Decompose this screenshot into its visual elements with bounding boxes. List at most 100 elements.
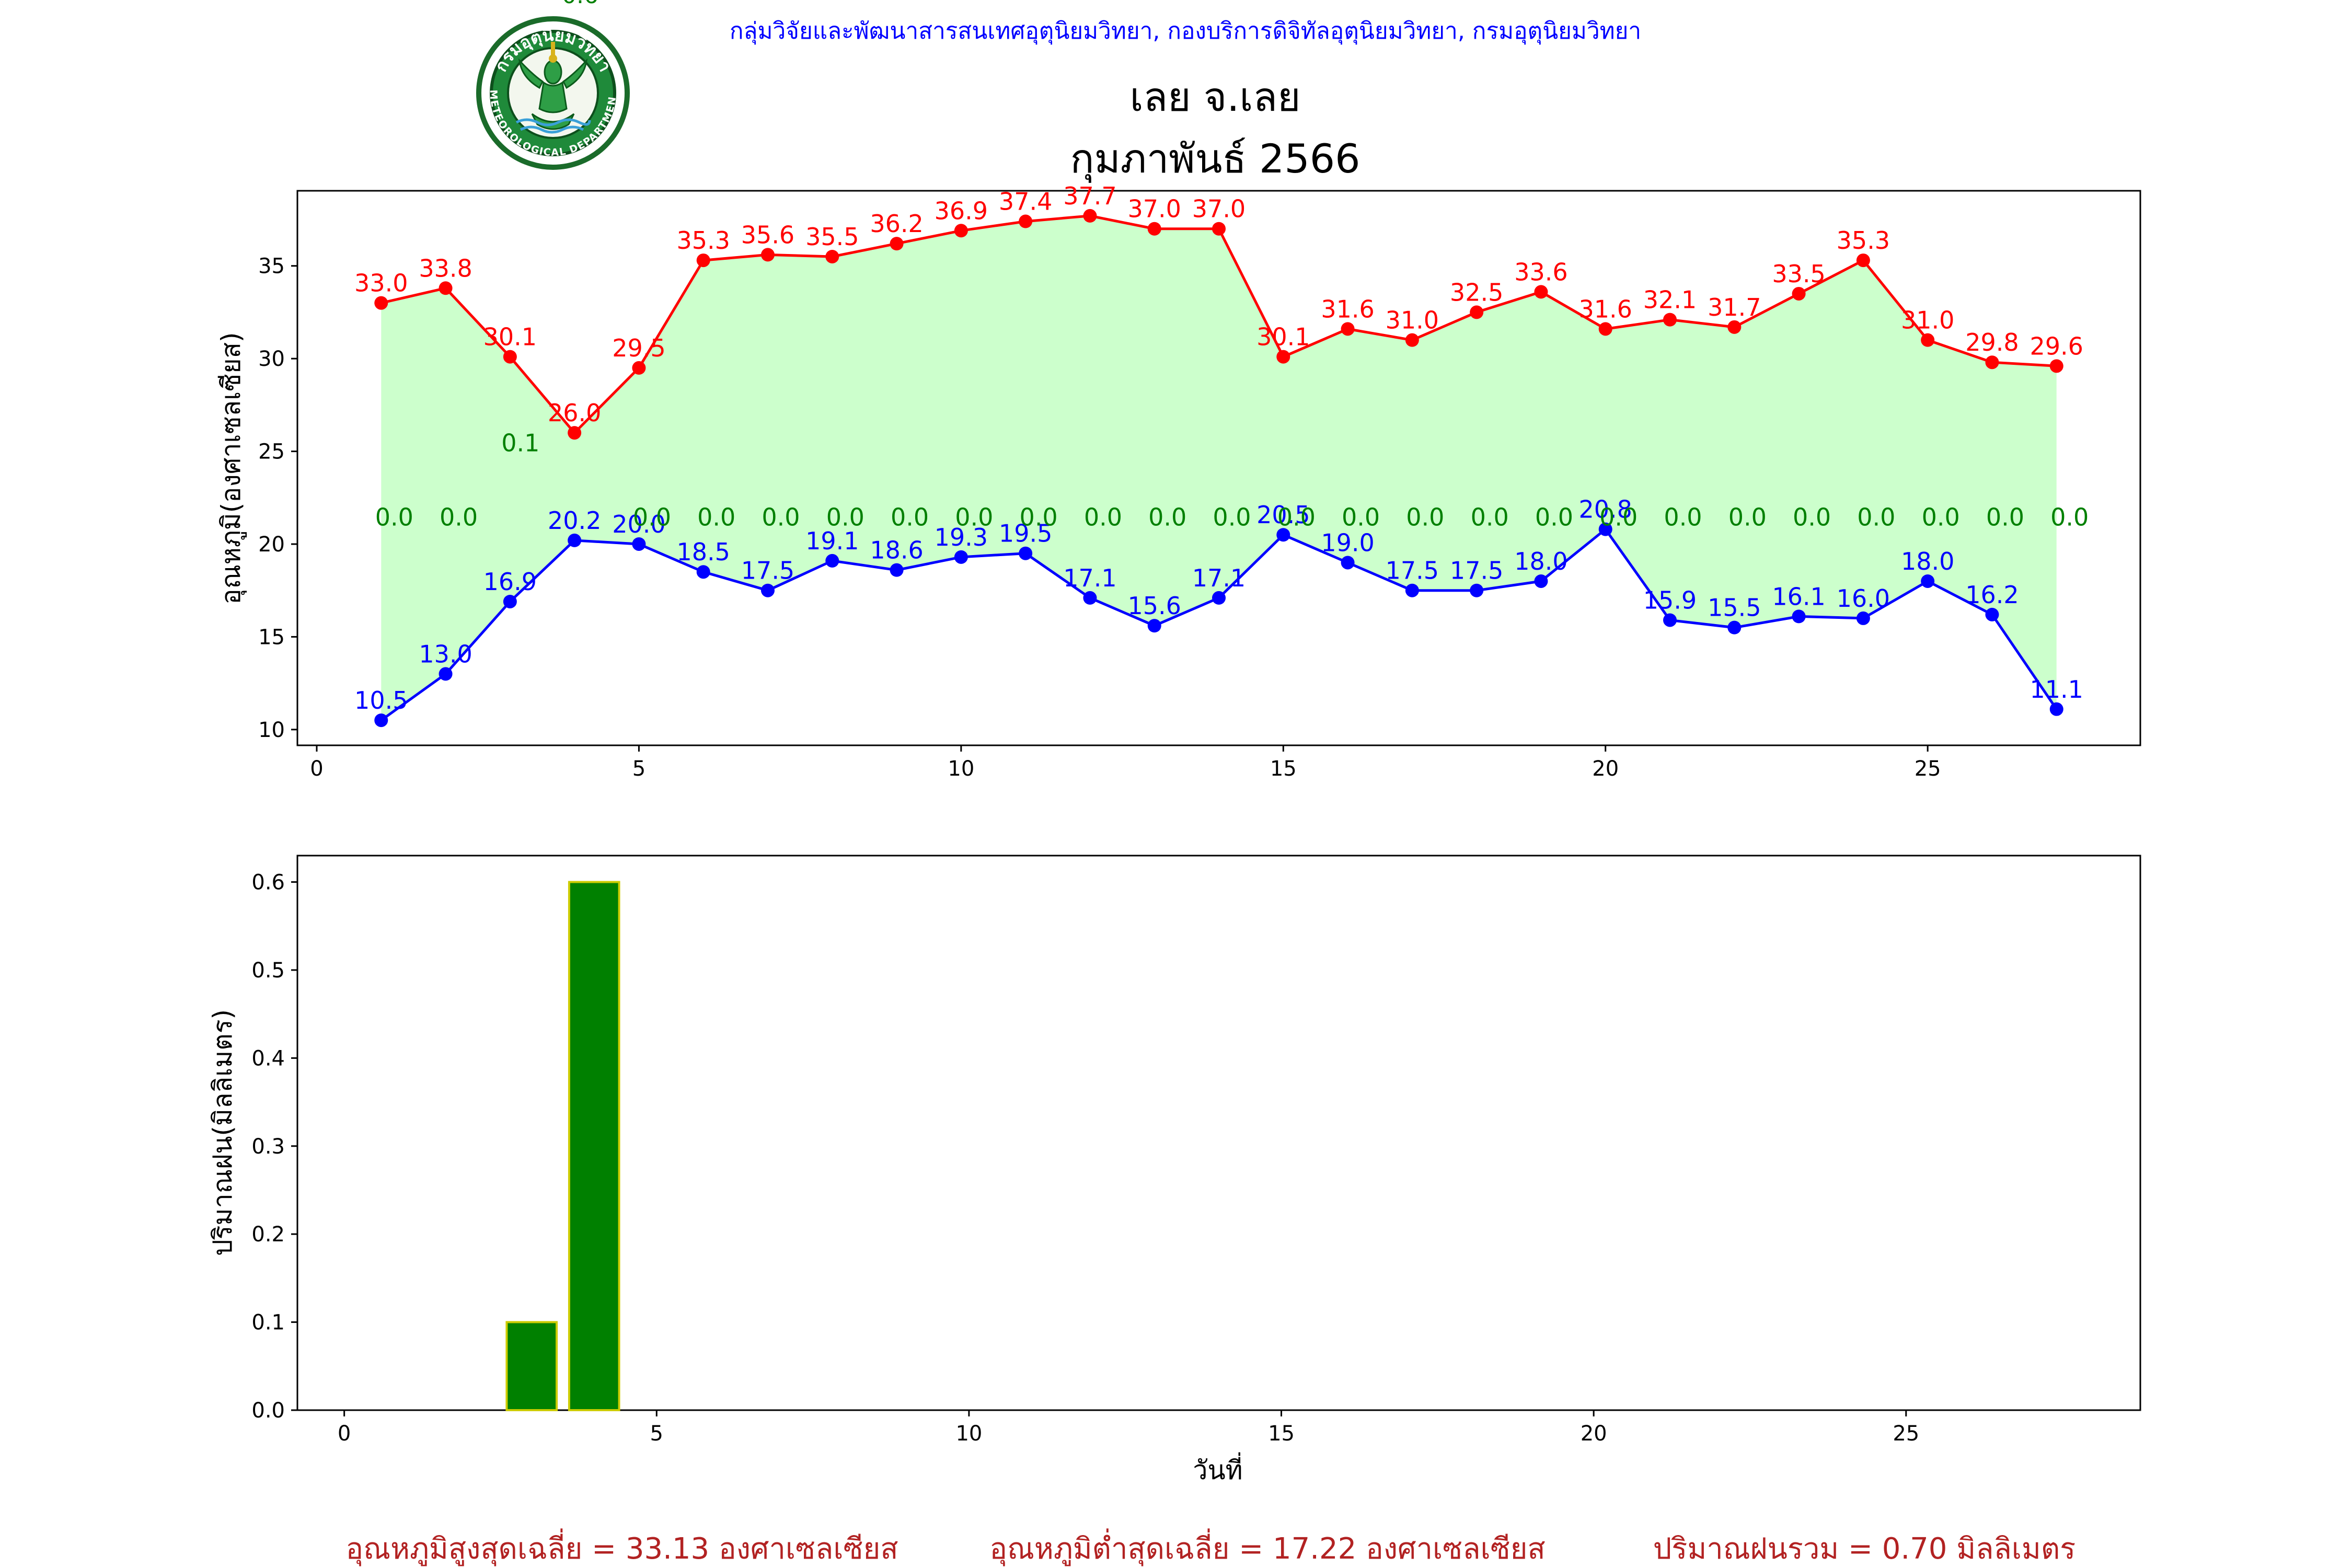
min-temperature-point bbox=[439, 667, 453, 681]
max-temperature-label: 29.8 bbox=[1965, 328, 2019, 356]
max-temperature-point bbox=[439, 281, 453, 295]
max-temperature-label: 31.7 bbox=[1708, 293, 1761, 321]
min-temperature-point bbox=[1212, 591, 1226, 605]
max-temperature-point bbox=[1341, 322, 1355, 336]
rainfall-y-axis-label: ปริมาณฝน(มิลลิเมตร) bbox=[207, 1009, 238, 1256]
max-temperature-label: 36.2 bbox=[870, 210, 923, 238]
min-temperature-label: 19.0 bbox=[1321, 528, 1374, 557]
x-tick-label: 0 bbox=[310, 757, 323, 781]
daily-rain-label: 0.0 bbox=[375, 503, 413, 532]
rainfall-x-axis-label: วันที่ bbox=[1193, 1452, 1242, 1485]
max-temperature-point bbox=[1147, 222, 1161, 236]
daily-rain-label: 0.0 bbox=[826, 503, 864, 532]
station-title: เลย จ.เลย bbox=[1129, 74, 1300, 120]
daily-rain-label: 0.0 bbox=[1922, 503, 1960, 532]
min-temperature-point bbox=[374, 713, 388, 728]
max-temperature-point bbox=[1921, 333, 1935, 347]
max-temperature-point bbox=[1405, 333, 1419, 347]
min-temperature-point bbox=[1727, 620, 1742, 635]
daily-rain-label: 0.1 bbox=[501, 429, 539, 457]
max-temperature-label: 37.7 bbox=[1063, 182, 1116, 210]
daily-rain-label: 0.0 bbox=[1342, 503, 1380, 532]
min-temperature-label: 17.5 bbox=[1386, 557, 1439, 585]
max-temperature-point bbox=[1856, 253, 1870, 268]
min-temperature-point bbox=[1792, 609, 1806, 624]
min-temperature-point bbox=[760, 583, 775, 597]
min-temperature-point bbox=[1856, 611, 1870, 625]
daily-rain-label: 0.0 bbox=[440, 503, 478, 532]
max-temperature-point bbox=[1534, 285, 1548, 299]
max-temperature-point bbox=[760, 248, 775, 262]
y-tick-label: 0.0 bbox=[251, 1399, 285, 1423]
max-temperature-point bbox=[568, 426, 582, 440]
min-temperature-point bbox=[954, 550, 968, 564]
daily-rain-label: 0.0 bbox=[891, 503, 929, 532]
max-temperature-label: 31.6 bbox=[1321, 295, 1374, 323]
min-temperature-label: 16.9 bbox=[483, 568, 537, 596]
x-tick-label: 15 bbox=[1268, 1422, 1295, 1446]
max-temperature-point bbox=[1985, 355, 1999, 370]
max-temperature-label: 30.1 bbox=[483, 323, 537, 351]
max-temperature-label: 31.0 bbox=[1901, 306, 1954, 335]
daily-rain-label: 0.0 bbox=[1793, 503, 1831, 532]
min-temperature-label: 19.5 bbox=[999, 520, 1052, 548]
summary-total-rain: ปริมาณฝนรวม = 0.70 มิลลิเมตร bbox=[1653, 1532, 2076, 1566]
max-temperature-label: 37.0 bbox=[1192, 195, 1246, 223]
min-temperature-label: 16.1 bbox=[1772, 582, 1825, 610]
max-temperature-label: 37.0 bbox=[1128, 195, 1181, 223]
max-temperature-label: 36.9 bbox=[935, 197, 988, 225]
max-temperature-point bbox=[1212, 222, 1226, 236]
min-temperature-label: 15.6 bbox=[1128, 592, 1181, 620]
min-temperature-label: 17.5 bbox=[741, 557, 794, 585]
max-temperature-point bbox=[1083, 209, 1097, 223]
max-temperature-label: 31.6 bbox=[1579, 295, 1632, 323]
summary-avg-min: อุณหภูมิต่ำสุดเฉลี่ย = 17.22 องศาเซลเซีย… bbox=[989, 1528, 1545, 1566]
daily-rain-label: 0.0 bbox=[2050, 503, 2089, 532]
summary: อุณหภูมิสูงสุดเฉลี่ย = 33.13 องศาเซลเซีย… bbox=[345, 1528, 2076, 1566]
max-temperature-label: 26.0 bbox=[548, 399, 601, 427]
min-temperature-point bbox=[1470, 583, 1484, 597]
min-temperature-point bbox=[1921, 574, 1935, 588]
max-temperature-point bbox=[1792, 286, 1806, 301]
max-temperature-point bbox=[503, 350, 517, 364]
max-temperature-label: 29.5 bbox=[612, 334, 665, 362]
min-temperature-point bbox=[1083, 591, 1097, 605]
min-temperature-point bbox=[1534, 574, 1548, 588]
min-temperature-point bbox=[696, 565, 710, 579]
min-temperature-label: 20.5 bbox=[1256, 501, 1310, 529]
daily-rain-label: 0.0 bbox=[697, 503, 735, 532]
rain-bar bbox=[505, 1321, 558, 1412]
min-temperature-point bbox=[1598, 522, 1612, 536]
summary-avg-max: อุณหภูมิสูงสุดเฉลี่ย = 33.13 องศาเซลเซีย… bbox=[345, 1528, 898, 1566]
y-tick-label: 0.4 bbox=[251, 1046, 285, 1070]
min-temperature-label: 15.9 bbox=[1643, 586, 1697, 614]
min-temperature-label: 10.5 bbox=[354, 686, 408, 714]
y-tick-label: 15 bbox=[258, 625, 285, 649]
min-temperature-point bbox=[1147, 619, 1161, 633]
max-temperature-point bbox=[374, 296, 388, 310]
min-temperature-label: 20.2 bbox=[548, 506, 601, 535]
max-temperature-label: 33.0 bbox=[354, 269, 408, 297]
y-tick-label: 10 bbox=[258, 718, 285, 742]
max-temperature-label: 37.4 bbox=[999, 188, 1052, 216]
max-temperature-label: 35.3 bbox=[676, 226, 730, 255]
max-temperature-point bbox=[632, 361, 646, 375]
y-tick-label: 0.5 bbox=[251, 959, 285, 983]
y-tick-label: 0.6 bbox=[251, 871, 285, 895]
min-temperature-label: 13.0 bbox=[419, 640, 472, 668]
daily-rain-label: 0.0 bbox=[955, 503, 993, 532]
min-temperature-label: 19.1 bbox=[805, 527, 859, 555]
min-temperature-point bbox=[503, 594, 517, 608]
min-temperature-label: 17.5 bbox=[1450, 557, 1503, 585]
daily-rain-label: 0.0 bbox=[1213, 503, 1251, 532]
agency-line: กลุ่มวิจัยและพัฒนาสารสนเทศอุตุนิยมวิทยา,… bbox=[730, 18, 1641, 45]
y-tick-label: 0.1 bbox=[251, 1311, 285, 1335]
max-temperature-label: 33.6 bbox=[1514, 258, 1567, 286]
min-temperature-point bbox=[890, 563, 904, 577]
max-temperature-label: 35.3 bbox=[1837, 226, 1890, 255]
max-temperature-point bbox=[1276, 350, 1290, 364]
max-temperature-label: 33.5 bbox=[1772, 260, 1825, 288]
daily-rain-label: 0.0 bbox=[633, 503, 671, 532]
max-temperature-label: 35.5 bbox=[805, 223, 859, 251]
